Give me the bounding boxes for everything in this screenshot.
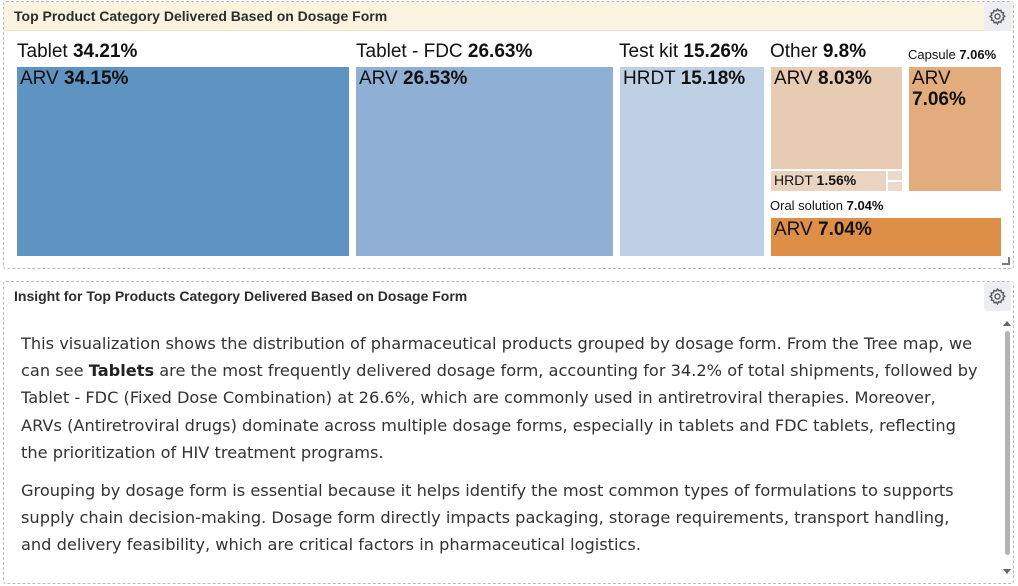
treemap-group-header-tablet-fdc: Tablet - FDC 26.63% bbox=[356, 41, 532, 63]
tile-label: ARV 8.03% bbox=[774, 68, 872, 90]
treemap-tile-other-hrdt[interactable]: HRDT 1.56% bbox=[771, 171, 886, 191]
tile-category: HRDT bbox=[623, 68, 676, 89]
treemap-group-header-tablet: Tablet 34.21% bbox=[17, 41, 137, 63]
tile-percent: 34.15% bbox=[64, 68, 129, 89]
paragraph-text: This visualization shows the distributio… bbox=[21, 334, 973, 381]
tile-label: HRDT 1.56% bbox=[774, 172, 857, 188]
treemap-tile-other-arv[interactable]: ARV 8.03% bbox=[771, 67, 902, 169]
tile-label: ARV 26.53% bbox=[359, 68, 468, 90]
scroll-up-icon[interactable] bbox=[1003, 321, 1011, 326]
tile-category: ARV bbox=[912, 68, 951, 89]
treemap-group-header-capsule: Capsule 7.06% bbox=[908, 47, 996, 62]
paragraph-text: are the most frequently delivered dosage… bbox=[21, 361, 978, 462]
group-name: Test kit bbox=[619, 41, 679, 62]
insight-panel: Insight for Top Products Category Delive… bbox=[3, 281, 1014, 584]
treemap-group-header-other: Other 9.8% bbox=[770, 41, 866, 63]
tile-label: ARV 7.04% bbox=[774, 219, 872, 241]
treemap-tile-tablet-fdc-arv[interactable]: ARV 26.53% bbox=[356, 67, 613, 256]
gear-icon[interactable] bbox=[984, 282, 1011, 311]
treemap-group-header-oral-solution: Oral solution 7.04% bbox=[770, 198, 883, 213]
tile-label: HRDT 15.18% bbox=[623, 68, 746, 90]
tile-label: ARV 34.15% bbox=[20, 68, 129, 90]
tile-percent: 8.03% bbox=[818, 68, 872, 89]
resize-handle[interactable] bbox=[1002, 257, 1010, 265]
treemap-tile-oral-solution-arv[interactable]: ARV 7.04% bbox=[771, 218, 1001, 256]
group-percent: 26.63% bbox=[467, 41, 533, 62]
treemap-tile-capsule-arv[interactable]: ARV 7.06% bbox=[909, 67, 1001, 191]
scrollbar-thumb[interactable] bbox=[1005, 331, 1010, 555]
group-percent: 7.04% bbox=[846, 198, 884, 213]
treemap-tile-other-small-1[interactable] bbox=[888, 171, 902, 180]
insight-paragraph-1: This visualization shows the distributio… bbox=[21, 330, 981, 466]
group-name: Tablet - FDC bbox=[356, 41, 463, 62]
scrollbar[interactable] bbox=[1003, 321, 1012, 578]
group-percent: 7.06% bbox=[959, 47, 997, 62]
treemap-group-header-test-kit: Test kit 15.26% bbox=[619, 41, 748, 63]
paragraph-bold: Tablets bbox=[88, 361, 155, 381]
tile-category: ARV bbox=[774, 68, 813, 89]
group-percent: 9.8% bbox=[822, 41, 867, 62]
tile-label: ARV 7.06% bbox=[912, 68, 992, 111]
tile-percent: 15.18% bbox=[680, 68, 746, 89]
tile-percent: 26.53% bbox=[403, 68, 468, 89]
treemap-tile-other-small-2[interactable] bbox=[888, 182, 902, 191]
tile-category: ARV bbox=[20, 68, 59, 89]
tile-percent: 7.04% bbox=[818, 219, 872, 240]
insight-paragraph-2: Grouping by dosage form is essential bec… bbox=[21, 481, 954, 555]
group-percent: 34.21% bbox=[72, 41, 138, 62]
tile-category: HRDT bbox=[774, 172, 813, 188]
treemap-tile-tablet-arv[interactable]: ARV 34.15% bbox=[17, 67, 349, 256]
tile-percent: 7.06% bbox=[912, 88, 966, 110]
panel-title: Top Product Category Delivered Based on … bbox=[4, 2, 1013, 31]
group-percent: 15.26% bbox=[683, 41, 748, 62]
tile-category: ARV bbox=[774, 219, 813, 240]
treemap-tile-test-kit-hrdt[interactable]: HRDT 15.18% bbox=[620, 67, 764, 256]
panel-title: Insight for Top Products Category Delive… bbox=[4, 282, 1013, 311]
group-name: Other bbox=[770, 41, 818, 62]
group-name: Capsule bbox=[908, 47, 956, 62]
tile-category: ARV bbox=[359, 68, 398, 89]
scroll-down-icon[interactable] bbox=[1003, 569, 1011, 574]
group-name: Tablet bbox=[17, 41, 68, 62]
gear-icon[interactable] bbox=[984, 2, 1011, 31]
tile-percent: 1.56% bbox=[816, 172, 857, 188]
group-name: Oral solution bbox=[770, 198, 843, 213]
insight-text: This visualization shows the distributio… bbox=[21, 330, 981, 570]
